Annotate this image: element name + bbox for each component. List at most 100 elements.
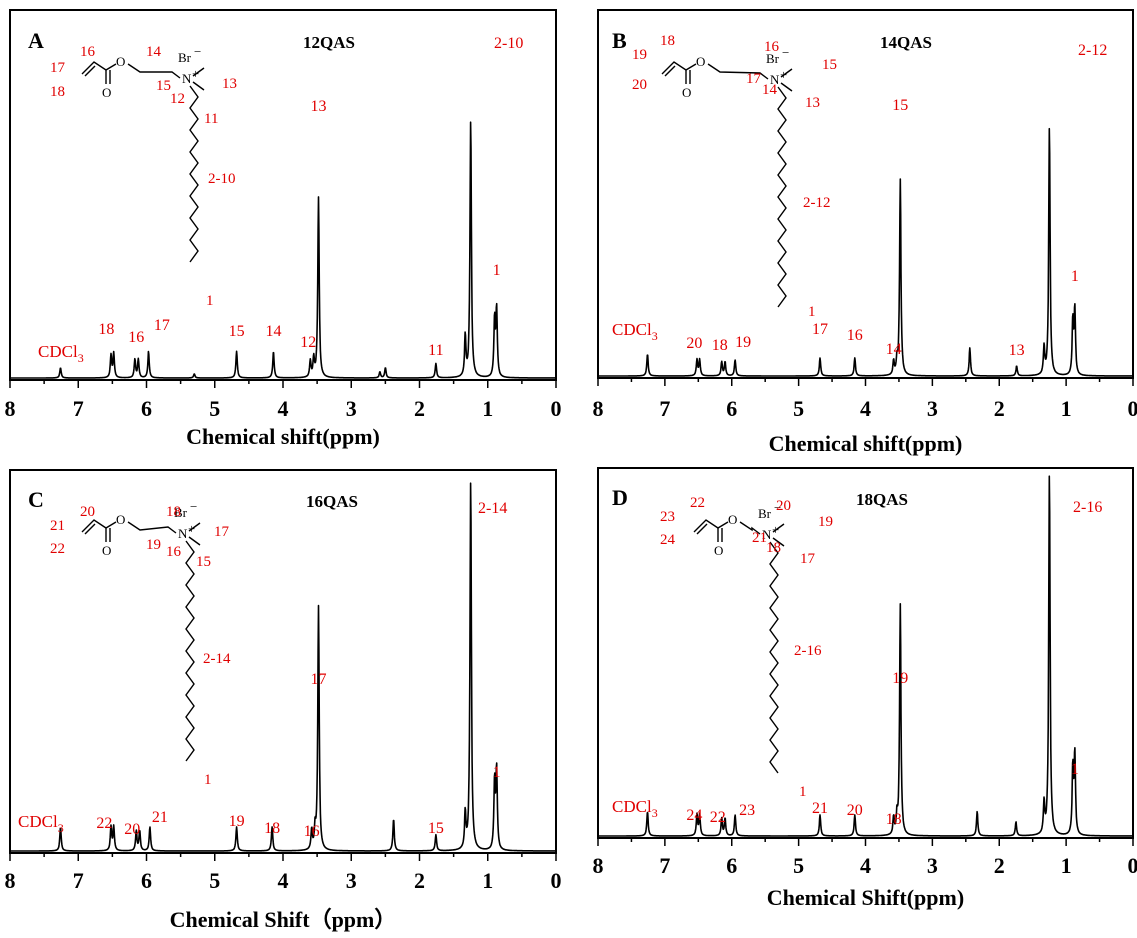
structure-label: 22 bbox=[690, 495, 705, 511]
nitrogen-atom: N bbox=[178, 526, 188, 541]
peak-label: 14 bbox=[265, 323, 281, 340]
peak-label: 16 bbox=[304, 823, 320, 840]
bromide-label: Br bbox=[178, 50, 192, 65]
structure-label: 19 bbox=[818, 514, 833, 530]
peak-label: 18 bbox=[712, 337, 728, 354]
structure-label: 18 bbox=[50, 84, 65, 100]
x-tick-label: 2 bbox=[414, 868, 425, 893]
x-tick-label: 0 bbox=[1128, 853, 1137, 878]
methyl-bond-2 bbox=[188, 536, 201, 546]
ethylene-linker bbox=[739, 521, 761, 535]
peak-label: 22 bbox=[96, 815, 112, 832]
peak-label: 1 bbox=[493, 262, 501, 279]
structure-label: 20 bbox=[632, 77, 647, 93]
panel-letter: A bbox=[28, 28, 44, 53]
bromide-charge: − bbox=[774, 500, 781, 515]
structure-label: 16 bbox=[764, 39, 780, 55]
x-tick-label: 1 bbox=[1061, 396, 1072, 421]
vinyl-bond bbox=[693, 519, 719, 533]
structure-label: 14 bbox=[146, 44, 162, 60]
x-tick-label: 8 bbox=[5, 396, 16, 421]
alkyl-chain bbox=[189, 85, 199, 263]
structure-label: 20 bbox=[80, 504, 95, 520]
x-tick-label: 1 bbox=[482, 868, 493, 893]
peak-label: 24 bbox=[686, 807, 702, 824]
peak-label: 13 bbox=[310, 98, 326, 115]
vinyl-bond bbox=[81, 61, 107, 75]
peak-label: 1 bbox=[493, 764, 501, 781]
structure-label: 11 bbox=[204, 111, 218, 127]
structure-label: 2-16 bbox=[794, 643, 822, 659]
structure-label: 18 bbox=[766, 540, 781, 556]
structure-label: 15 bbox=[196, 554, 211, 570]
structure-label: 13 bbox=[222, 76, 237, 92]
panel-a: 8 7 6 5 4 3 2 1 0 Chemical shift(ppm) A 12QAS 2-10 CD… bbox=[5, 9, 562, 449]
peak-label: 16 bbox=[128, 329, 144, 346]
double-bond bbox=[84, 65, 96, 77]
methyl-bond bbox=[772, 523, 785, 533]
structure-label: 18 bbox=[660, 33, 675, 49]
nitrogen-atom: N bbox=[182, 71, 192, 86]
x-tick-label: 3 bbox=[346, 396, 357, 421]
main-peak-label: 2-10 bbox=[494, 35, 523, 52]
bromide-charge: − bbox=[194, 44, 201, 59]
x-axis-label: Chemical Shift（ppm） bbox=[170, 907, 397, 932]
main-peak-label: 2-14 bbox=[478, 500, 507, 517]
methyl-bond-2 bbox=[772, 537, 785, 547]
methyl-bond-2 bbox=[780, 82, 793, 92]
peak-label: 14 bbox=[886, 341, 902, 358]
alkyl-chain bbox=[777, 86, 787, 308]
alkyl-chain bbox=[185, 540, 195, 762]
structure-label: 1 bbox=[808, 304, 816, 320]
structure-label: 17 bbox=[50, 60, 66, 76]
x-tick-label: 0 bbox=[1128, 396, 1137, 421]
structure-label: 18 bbox=[166, 504, 181, 520]
structure-label: 17 bbox=[214, 524, 230, 540]
peak-label: 18 bbox=[886, 811, 902, 828]
structure-label: 1 bbox=[799, 784, 807, 800]
nmr-spectrum-line bbox=[9, 482, 557, 852]
peak-label: 12 bbox=[300, 334, 316, 351]
panel-b: 8 7 6 5 4 3 2 1 0 Chemical shift(ppm) B 14QAS 2-12 CD… bbox=[593, 9, 1137, 456]
peak-label: 18 bbox=[264, 820, 280, 837]
ester-oxygen: O bbox=[728, 512, 737, 527]
carbonyl-oxygen: O bbox=[102, 85, 111, 100]
x-tick-label: 0 bbox=[551, 396, 562, 421]
solvent-label: CDCl3 bbox=[612, 797, 658, 820]
peak-label: 15 bbox=[428, 820, 444, 837]
structure-label: 24 bbox=[660, 532, 676, 548]
x-tick-label: 0 bbox=[551, 868, 562, 893]
structure-label: 17 bbox=[800, 551, 816, 567]
x-tick-label: 2 bbox=[994, 853, 1005, 878]
panel-letter: D bbox=[612, 485, 628, 510]
ester-oxygen: O bbox=[116, 54, 125, 69]
structure-label: 1 bbox=[204, 772, 212, 788]
structure-label: 23 bbox=[660, 509, 675, 525]
structure-label: 13 bbox=[805, 95, 820, 111]
peak-label: 13 bbox=[1009, 342, 1025, 359]
structure-label: 21 bbox=[50, 518, 65, 534]
peak-label: 20 bbox=[686, 335, 702, 352]
ester-bond bbox=[717, 521, 729, 529]
x-tick-label: 5 bbox=[793, 853, 804, 878]
x-tick-label: 2 bbox=[994, 396, 1005, 421]
x-tick-label: 8 bbox=[593, 396, 604, 421]
x-tick-label: 6 bbox=[726, 853, 737, 878]
x-axis-label: Chemical Shift(ppm) bbox=[767, 885, 964, 910]
peak-label: 17 bbox=[310, 671, 326, 688]
peak-label: 19 bbox=[735, 334, 751, 351]
peak-label: 11 bbox=[428, 342, 443, 359]
x-tick-label: 7 bbox=[659, 396, 670, 421]
peak-label: 1 bbox=[1071, 268, 1079, 285]
structure-label: 22 bbox=[50, 541, 65, 557]
peak-label: 15 bbox=[892, 97, 908, 114]
ethylene-linker bbox=[127, 63, 181, 79]
structure-label: 15 bbox=[156, 78, 171, 94]
bromide-label: Br bbox=[766, 51, 780, 66]
x-tick-label: 4 bbox=[278, 396, 289, 421]
plot-frame bbox=[9, 9, 557, 381]
ethylene-linker bbox=[707, 63, 769, 80]
x-tick-label: 7 bbox=[73, 868, 84, 893]
